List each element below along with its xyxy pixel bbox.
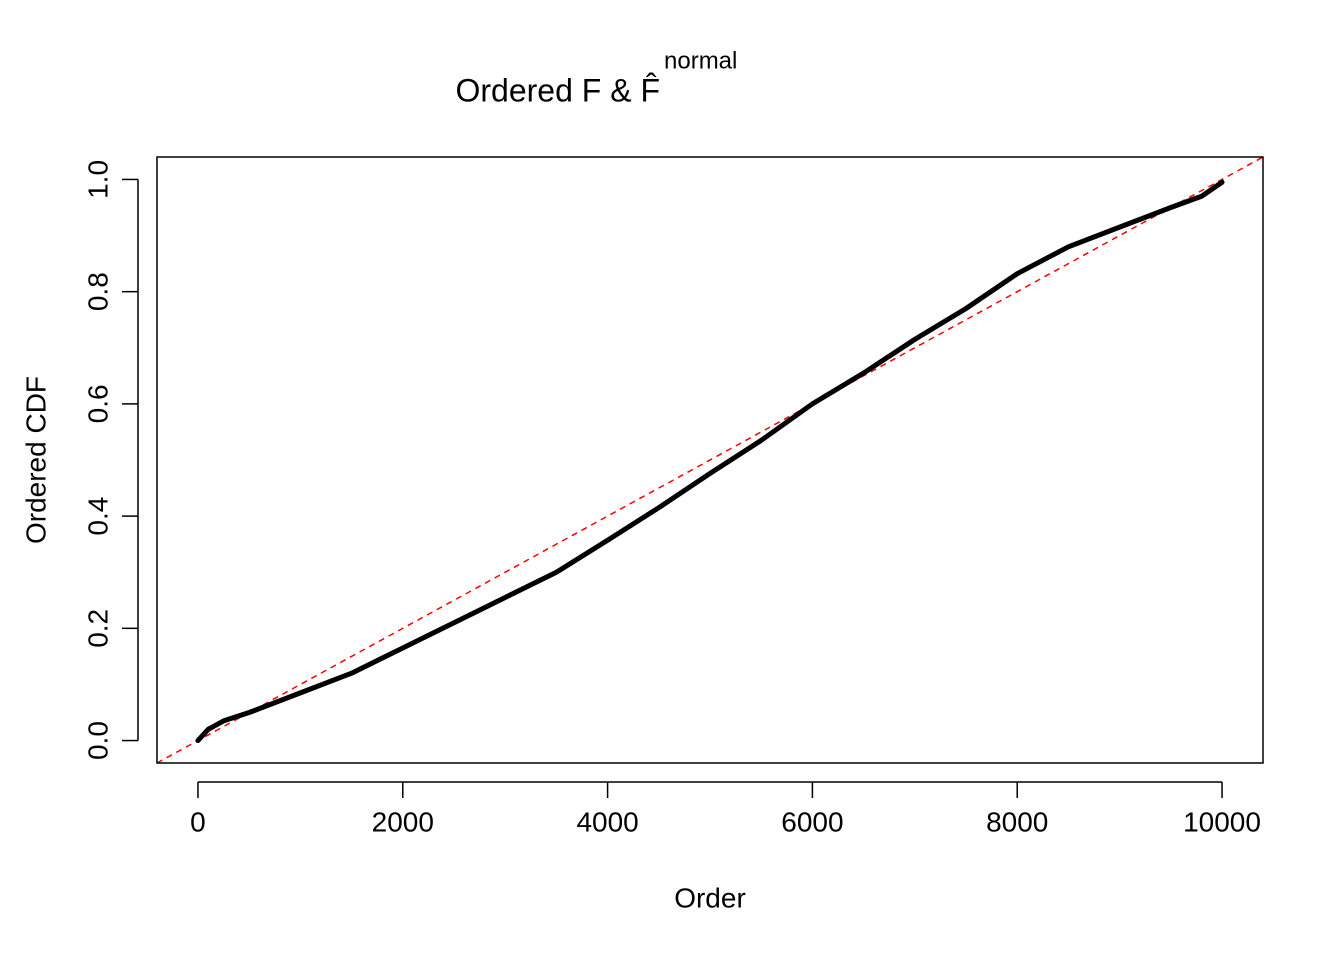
x-tick-label: 4000 <box>576 806 638 837</box>
y-tick-label: 0.2 <box>82 609 113 648</box>
y-tick-label: 1.0 <box>82 160 113 199</box>
chart-title-superscript: normal <box>664 47 737 74</box>
y-axis-label: Ordered CDF <box>20 376 51 544</box>
y-tick-label: 0.6 <box>82 384 113 423</box>
y-tick-label: 0.0 <box>82 721 113 760</box>
x-tick-label: 10000 <box>1183 806 1261 837</box>
x-tick-label: 6000 <box>781 806 843 837</box>
chart-title: Ordered F & F̂ <box>456 72 661 108</box>
y-tick-label: 0.4 <box>82 497 113 536</box>
reference-line <box>157 157 1263 763</box>
plot-frame <box>156 156 1264 764</box>
y-tick-label: 0.8 <box>82 272 113 311</box>
x-tick-label: 8000 <box>986 806 1048 837</box>
data-line <box>195 179 1225 744</box>
x-tick-label: 0 <box>190 806 206 837</box>
x-axis-label: Order <box>674 882 746 913</box>
x-tick-label: 2000 <box>372 806 434 837</box>
